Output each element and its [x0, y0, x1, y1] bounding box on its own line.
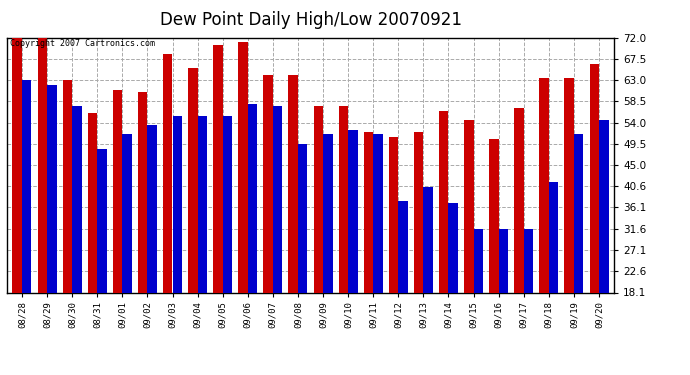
Bar: [248, 104, 257, 375]
Bar: [364, 132, 373, 375]
Bar: [163, 54, 172, 375]
Bar: [37, 38, 47, 375]
Bar: [63, 80, 72, 375]
Bar: [473, 229, 483, 375]
Bar: [549, 182, 558, 375]
Bar: [72, 106, 81, 375]
Text: Copyright 2007 Cartronics.com: Copyright 2007 Cartronics.com: [10, 39, 155, 48]
Bar: [414, 132, 424, 375]
Bar: [213, 45, 223, 375]
Bar: [348, 130, 357, 375]
Bar: [238, 42, 248, 375]
Bar: [264, 75, 273, 375]
Bar: [424, 186, 433, 375]
Bar: [323, 135, 333, 375]
Bar: [288, 75, 298, 375]
Bar: [148, 125, 157, 375]
Bar: [448, 203, 458, 375]
Bar: [524, 229, 533, 375]
Bar: [273, 106, 282, 375]
Bar: [373, 135, 383, 375]
Bar: [489, 139, 499, 375]
Bar: [439, 111, 449, 375]
Text: Dew Point Daily High/Low 20070921: Dew Point Daily High/Low 20070921: [159, 11, 462, 29]
Bar: [112, 90, 122, 375]
Bar: [313, 106, 323, 375]
Bar: [47, 85, 57, 375]
Bar: [388, 137, 398, 375]
Bar: [540, 78, 549, 375]
Bar: [298, 144, 308, 375]
Bar: [188, 68, 197, 375]
Bar: [499, 229, 509, 375]
Bar: [122, 135, 132, 375]
Bar: [138, 92, 148, 375]
Bar: [97, 148, 107, 375]
Bar: [339, 106, 348, 375]
Bar: [172, 116, 182, 375]
Bar: [514, 108, 524, 375]
Bar: [464, 120, 473, 375]
Bar: [197, 116, 207, 375]
Bar: [564, 78, 574, 375]
Bar: [223, 116, 233, 375]
Bar: [589, 63, 599, 375]
Bar: [398, 201, 408, 375]
Bar: [22, 80, 32, 375]
Bar: [574, 135, 584, 375]
Bar: [599, 120, 609, 375]
Bar: [12, 38, 22, 375]
Bar: [88, 113, 97, 375]
